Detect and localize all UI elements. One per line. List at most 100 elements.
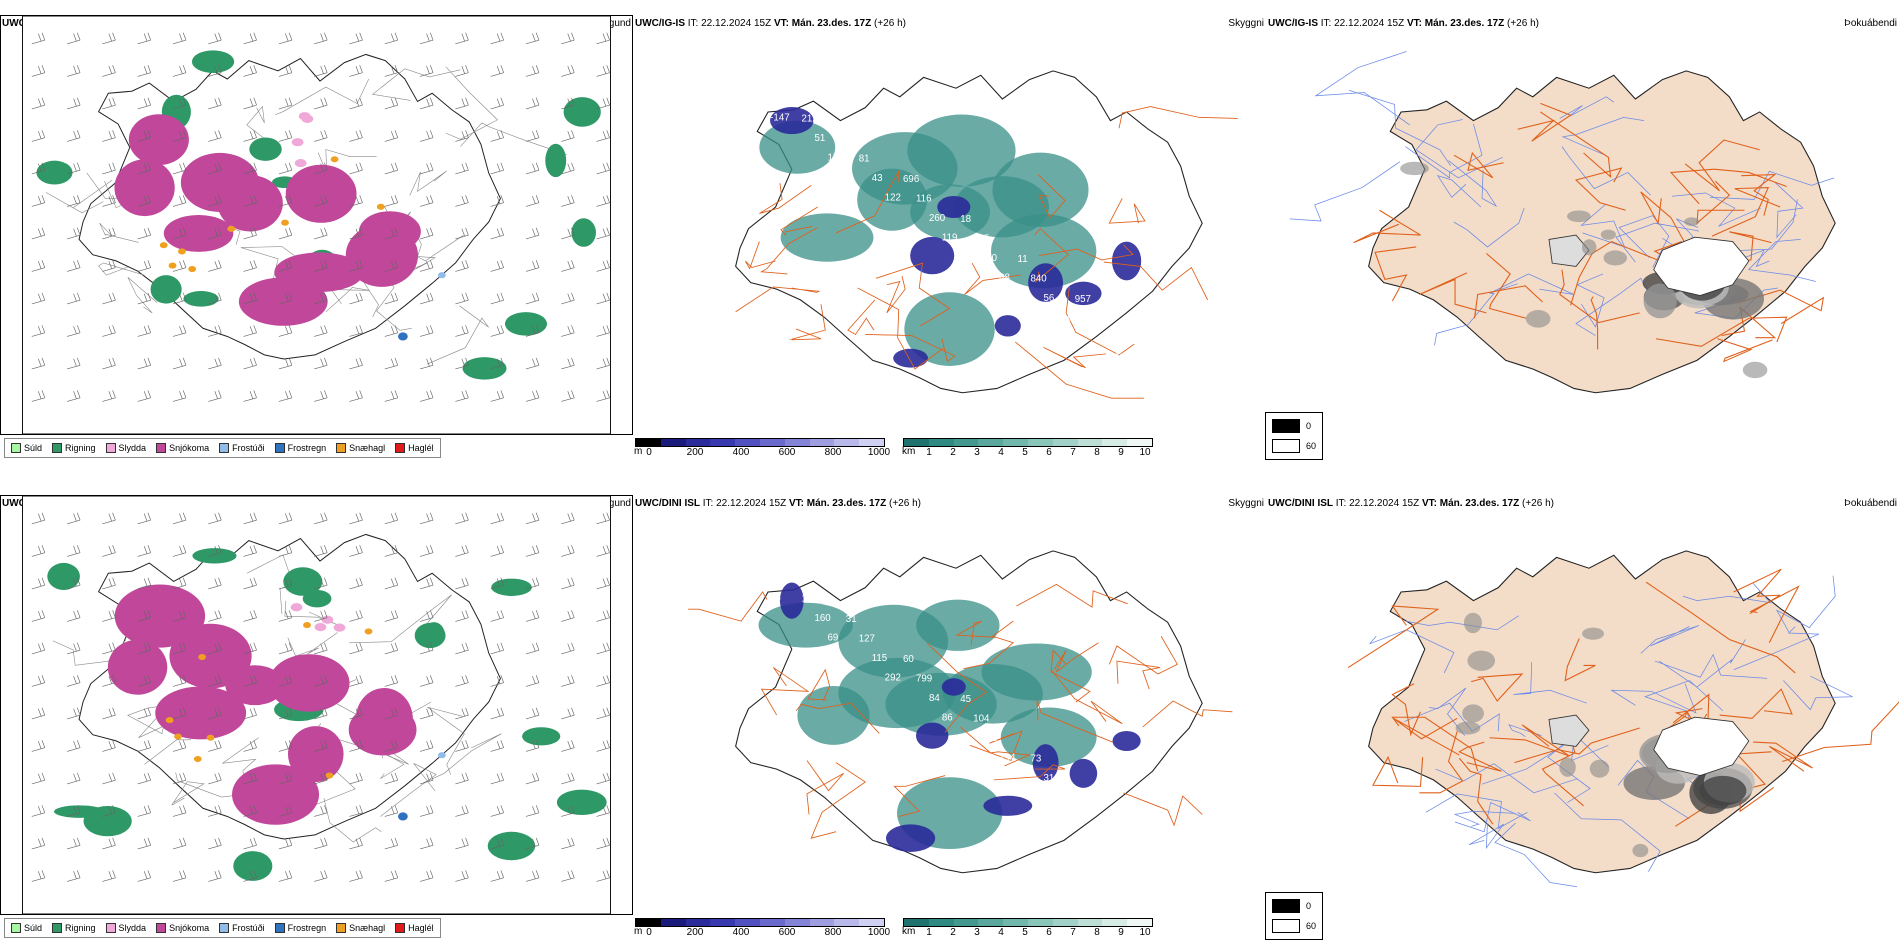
wind-barb [172, 292, 187, 305]
colorbar-tick: 600 [778, 447, 796, 458]
road-line [1471, 673, 1524, 702]
wind-barb [384, 325, 399, 337]
road-line [1473, 285, 1543, 319]
wind-barb [31, 357, 46, 370]
freezing-rain-area [398, 812, 408, 821]
colorbar-strip [635, 918, 885, 927]
wind-barb [596, 357, 610, 370]
cloudbase-colorbar: m 0 200 400 600 800 1000 [634, 438, 890, 460]
wind-barb [384, 545, 399, 557]
fog-legend-row: 60 [1272, 439, 1316, 453]
road-line [760, 227, 818, 275]
cloudbase-value: 31 [846, 614, 857, 625]
colorbar-unit: m [634, 926, 643, 937]
cloudbase-value: 92 [1114, 832, 1125, 843]
wind-barb [314, 805, 328, 817]
legend-item: Slydda [105, 443, 146, 453]
wind-barb [172, 195, 187, 207]
cloudbase-value: 20 [1056, 792, 1067, 803]
legend-item: Snæhagl [336, 443, 385, 453]
colorbar-strip [635, 438, 885, 447]
wind-barb [314, 260, 328, 272]
wind-barb [67, 195, 81, 207]
legend-item: Snjókoma [156, 443, 209, 453]
road-line [1419, 272, 1487, 314]
wind-barb [596, 162, 610, 175]
road-line [1489, 724, 1570, 757]
fog-area [1567, 210, 1591, 223]
wind-barb [525, 642, 540, 655]
wind-barb [137, 260, 151, 272]
wind-barb [31, 130, 46, 142]
wind-barb [243, 772, 257, 785]
rain-area [249, 137, 282, 161]
wind-barb [243, 707, 257, 720]
road-line [371, 68, 461, 101]
rain-area [192, 548, 237, 564]
model-name: UWC/DINI ISL [1268, 498, 1333, 509]
road-line [1590, 296, 1599, 350]
road-line [275, 78, 370, 116]
wind-barb [243, 292, 257, 305]
wind-barb [384, 357, 399, 370]
wind-barb [490, 260, 504, 272]
wind-barb [561, 130, 575, 142]
wind-barb [67, 227, 81, 240]
fog-legend-swatch [1272, 919, 1300, 933]
road-line [744, 241, 776, 270]
cloudbase-value: 113 [789, 833, 805, 844]
road-line [955, 620, 996, 645]
road-line [1514, 727, 1640, 764]
road-line [1453, 151, 1504, 179]
wind-barb [67, 292, 81, 305]
wind-barb [314, 610, 328, 622]
wind-barb [384, 577, 399, 590]
road-line [1561, 146, 1651, 196]
legend-label: Snjókoma [169, 443, 210, 453]
wind-barb [525, 545, 540, 557]
precip-legend: Súld Rigning Slydda Snjókoma Frostúði Frostre… [4, 918, 441, 938]
snow-pellets-area [281, 219, 289, 226]
precip-type-panel: UWC/DINI ISL IT: 22.12.2024 15Z VT: Mán.… [0, 480, 633, 950]
wind-barb [419, 512, 434, 525]
wind-barb [208, 260, 222, 272]
wind-barb [314, 707, 328, 720]
wind-barb [384, 707, 399, 720]
cloudbase-value: 116 [916, 194, 932, 205]
wind-barb [490, 870, 504, 882]
wind-barb [208, 675, 222, 687]
road-line [1654, 653, 1768, 679]
legend-item: Frostregn [274, 923, 326, 933]
wind-barb [384, 805, 399, 817]
road-line [1540, 111, 1612, 179]
road-line [1517, 102, 1572, 142]
wind-barb [67, 390, 81, 402]
wind-barb [314, 512, 328, 525]
colorbar-tick: 800 [824, 447, 842, 458]
wind-barb [31, 97, 46, 110]
vt-label: VT: [773, 18, 789, 29]
wind-barb [67, 260, 81, 272]
wind-barb [596, 870, 610, 882]
cloudbase-value: 44 [770, 593, 781, 604]
wind-barb [561, 772, 575, 785]
it-label: IT: [702, 498, 714, 509]
low-visibility-area [991, 214, 1097, 289]
wind-barb [525, 292, 540, 305]
wind-barb [596, 577, 610, 590]
colorbar-unit: km [902, 926, 916, 937]
wind-barb [490, 805, 504, 817]
legend-label: Frostúði [232, 443, 265, 453]
colorbar-bin [834, 919, 860, 926]
wind-barb [525, 837, 540, 850]
wind-barb [419, 97, 434, 110]
wind-barb [102, 675, 116, 687]
wind-barb [278, 512, 293, 525]
wind-barb [490, 610, 504, 622]
colorbar-bin [928, 439, 954, 446]
cloudbase-value: 145 [973, 234, 989, 245]
wind-barb [137, 97, 151, 110]
road-line [1037, 174, 1066, 219]
cloudbase-value: 122 [885, 193, 901, 204]
wind-barb [349, 740, 363, 752]
